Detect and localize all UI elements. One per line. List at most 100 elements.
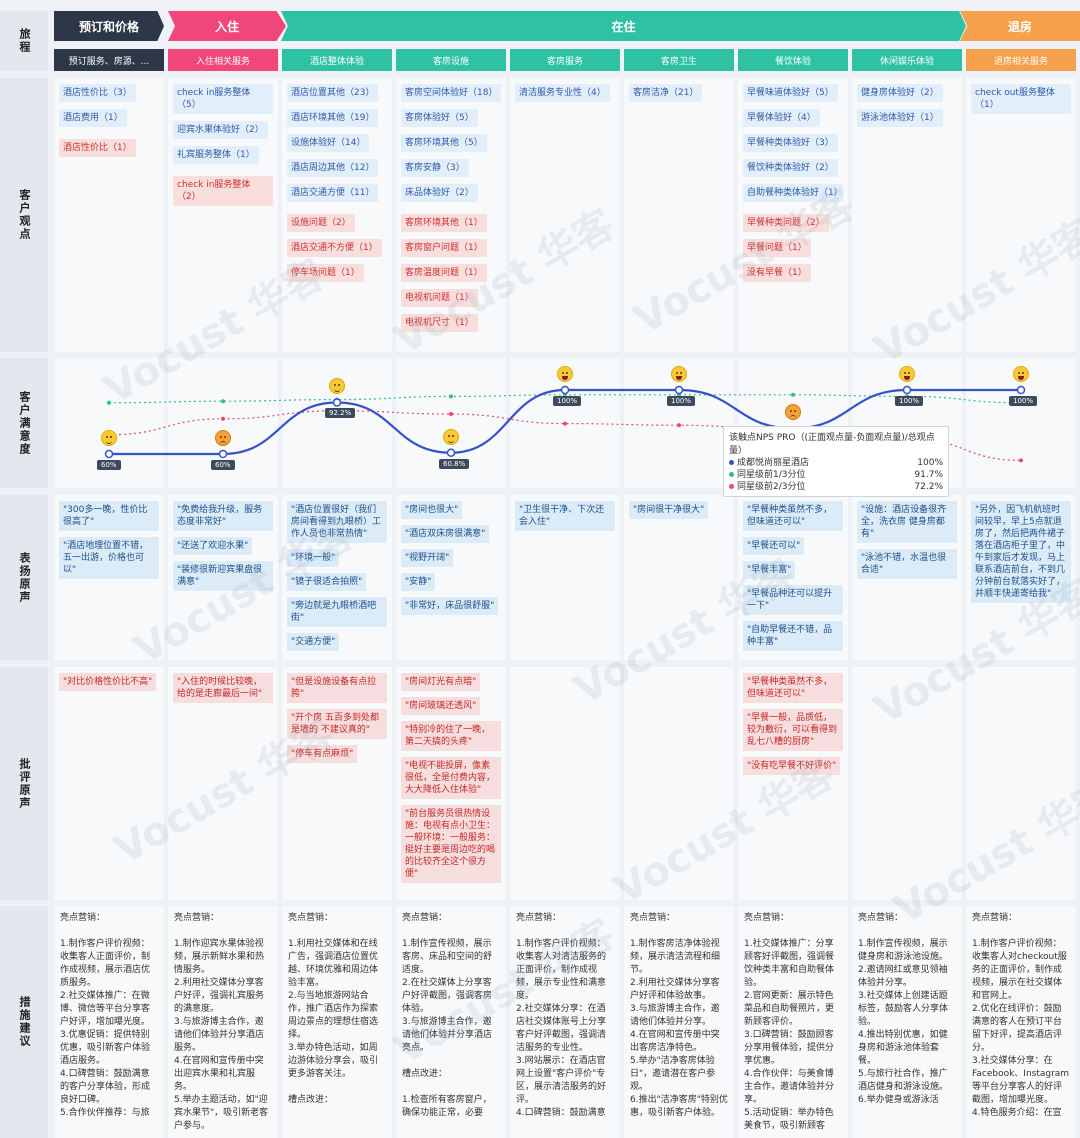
praise-quote: "装修很新迎宾果盘很满意" (173, 561, 273, 591)
praise-quote: "早餐丰富" (743, 561, 796, 579)
suggestion-cell-6: 亮点营销： 1.社交媒体推广：分享顾客好评截图，强调餐饮种类丰富和自助餐体验。 … (738, 906, 848, 1138)
opinion-tag: 早餐问题（1） (743, 239, 811, 257)
opinion-tag: 酒店位置其他（23） (287, 84, 379, 102)
praise-quote: "镜子很适合拍照" (287, 573, 367, 591)
satisfaction-face-icon (1013, 366, 1029, 382)
opinion-tag: 客房安静（3） (401, 159, 469, 177)
opinion-tag: 没有早餐（1） (743, 264, 811, 282)
face-mouth (904, 376, 910, 380)
series-main-point[interactable] (104, 449, 114, 459)
praise-quote: "视野开阔" (401, 549, 454, 567)
series-main-point[interactable] (560, 385, 570, 395)
criticism-quote: "前台服务员很热情设施：电视有点小卫生：一般环境：一般服务：挺好主要是周边吃的喝… (401, 805, 501, 883)
opinion-tag: 设施问题（2） (287, 214, 355, 232)
tooltip-row-hotel-name: 成都悦尚丽星酒店 (737, 458, 810, 468)
opinion-tag: 酒店周边其他（12） (287, 159, 379, 177)
opinion-tag: 餐饮种类体验好（2） (743, 159, 838, 177)
criticism-quote: "特别冷的住了一晚，第二天搞的头疼" (401, 721, 501, 751)
satisfaction-value-label: 100% (667, 396, 696, 406)
series-top-third-point (107, 400, 111, 405)
praise-quote: "酒店地理位置不错，五一出游，价格也可以" (59, 537, 159, 579)
opinions-cell-0: 酒店性价比（3） 酒店费用（1） 酒店性价比（1） (54, 78, 164, 352)
stage-header-3: 客房设施 (396, 49, 506, 71)
criticism-quote: "早餐一般，品质低，较为敷衍，可以看得到乱七八糟的厨房" (743, 709, 843, 751)
tooltip-row-top-third: 同星级前1/3分位 91.7% (729, 469, 943, 481)
praise-quote: "早餐还可以" (743, 537, 805, 555)
praise-cell-1: "免费给我升级，服务态度非常好" "还送了欢迎水果" "装修很新迎宾果盘很满意" (168, 495, 278, 660)
series-main-point[interactable] (1016, 385, 1026, 395)
face-mouth (334, 388, 340, 393)
praise-cell-7: "设施：酒店设备很齐全，洗衣房 健身房都有" "泳池不错，水温也很合适" (852, 495, 962, 660)
opinions-cell-3: 客房空间体验好（18） 客房体验好（5） 客房环境其他（5） 客房安静（3） 床品体验好… (396, 78, 506, 352)
opinion-tag: 清洁服务专业性（4） (515, 84, 610, 102)
opinion-tag: 礼宾服务整体（1） (173, 146, 259, 164)
opinion-tag: 客房环境其他（5） (401, 134, 487, 152)
stage-header-1: 入住相关服务 (168, 49, 278, 71)
opinions-cell-1: check in服务整体（5） 迎宾水果体验好（2） 礼宾服务整体（1） check … (168, 78, 278, 352)
suggestion-cell-4: 亮点营销： 1.制作客户评价视频：收集客人对清洁服务的正面评价，制作成视频，展示… (510, 906, 620, 1138)
opinions-cell-6: 早餐味道体验好（5） 早餐体验好（4） 早餐种类体验好（3） 餐饮种类体验好（2） 自助… (738, 78, 848, 352)
tooltip-row-top-two-thirds-value: 72.2% (914, 482, 943, 492)
praise-quote: "交通方便" (287, 633, 340, 651)
praise-quote: "旁边就是九眼桥酒吧街" (287, 597, 387, 627)
opinions-cell-7: 健身房体验好（2） 游泳池体验好（1） (852, 78, 962, 352)
criticism-cell-6: "早餐种类虽然不多，但味道还可以" "早餐一般，品质低，较为敷衍，可以看得到乱七八… (738, 667, 848, 900)
satisfaction-face-icon (557, 366, 573, 382)
opinion-tag: 酒店交通不方便（1） (287, 239, 382, 257)
praise-quote: "早餐品种还可以提升一下" (743, 585, 843, 615)
praise-quote: "酒店位置很好（我们房间看得到九眼桥）工作人员也非常热情" (287, 501, 387, 543)
stage-header-4: 客房服务 (510, 49, 620, 71)
criticism-quote: "房间玻璃还透风" (401, 697, 481, 715)
opinion-tag: 酒店交通方便（11） (287, 184, 379, 202)
series-main-point[interactable] (902, 385, 912, 395)
praise-cell-5: "房间很干净很大" (624, 495, 734, 660)
series-top-two-thirds-point (563, 421, 567, 426)
series-main-point[interactable] (446, 448, 456, 457)
suggestion-cell-0: 亮点营销： 1.制作客户评价视频：收集客人正面评价，制作成视频，展示酒店优质服务… (54, 906, 164, 1138)
praise-quote: "还送了欢迎水果" (173, 537, 253, 555)
criticism-quote: "早餐种类虽然不多，但味道还可以" (743, 673, 843, 703)
opinions-cell-8: check out服务整体（1） (966, 78, 1076, 352)
row-label-opinions: 客户观点 (0, 78, 48, 352)
series-top-two-thirds-point (221, 416, 225, 421)
opinion-tag: 早餐种类体验好（3） (743, 134, 838, 152)
stage-header-6: 餐饮体验 (738, 49, 848, 71)
stage-header-2: 酒店整体体验 (282, 49, 392, 71)
opinion-tag: 客房环境其他（1） (401, 214, 487, 232)
criticism-quote: "停车有点麻烦" (287, 745, 358, 763)
suggestion-cell-5: 亮点营销： 1.制作客房洁净体验视频，展示清洁流程和细节。 2.利用社交媒体分享… (624, 906, 734, 1138)
tooltip-row-top-two-thirds: 同星级前2/3分位 72.2% (729, 481, 943, 493)
face-mouth (676, 376, 682, 380)
nps-tooltip: 该触点NPS PRO（(正面观点量-负面观点量)/总观点量） 成都悦尚丽星酒店 1… (723, 426, 949, 497)
praise-quote: "卫生很干净、下次还会入住" (515, 501, 615, 531)
suggestion-cell-2: 亮点营销： 1.利用社交媒体和在线广告，强调酒店位置优越、环境优雅和周边体验丰富… (282, 906, 392, 1138)
face-mouth (220, 441, 226, 445)
praise-quote: "300多一晚，性价比很高了" (59, 501, 159, 531)
stage-header-7: 休闲娱乐体验 (852, 49, 962, 71)
criticism-cell-8 (966, 667, 1076, 900)
criticism-quote: "但是设施设备有点拉胯" (287, 673, 387, 703)
satisfaction-value-label: 100% (553, 396, 582, 406)
satisfaction-face-icon (215, 430, 231, 446)
praise-quote: "房间很干净很大" (629, 501, 709, 519)
praise-quote: "环境一般" (287, 549, 340, 567)
criticism-cell-0: "对比价格性价比不高" (54, 667, 164, 900)
praise-cell-8: "另外，因飞机航班时间较早，早上5点就退房了，然后把两件裙子落在酒店柜子里了，中… (966, 495, 1076, 660)
opinion-tag: 客房空间体验好（18） (401, 84, 501, 102)
tooltip-row-hotel-value: 100% (917, 458, 943, 468)
stage-header-8: 退房相关服务 (966, 49, 1076, 71)
criticism-quote: "入住的时候比较晚，给的是走廊最后一间" (173, 673, 273, 703)
series-main-point[interactable] (674, 385, 684, 395)
opinion-tag: 早餐体验好（4） (743, 109, 820, 127)
face-mouth (790, 415, 796, 419)
series-main-point[interactable] (332, 398, 342, 407)
face-mouth (106, 440, 112, 444)
praise-cell-0: "300多一晚，性价比很高了" "酒店地理位置不错，五一出游，价格也可以" (54, 495, 164, 660)
tooltip-row-top-third-value: 91.7% (914, 470, 943, 480)
series-main-point[interactable] (218, 449, 228, 459)
series-top-two-thirds-point (449, 412, 453, 416)
opinion-tag: 早餐味道体验好（5） (743, 84, 838, 102)
criticism-quote: "电视不能投屏，像素很低，全是付费内容，大大降低入住体验" (401, 757, 501, 799)
opinion-tag: check in服务整体（5） (173, 84, 273, 114)
praise-quote: "安静" (401, 573, 436, 591)
